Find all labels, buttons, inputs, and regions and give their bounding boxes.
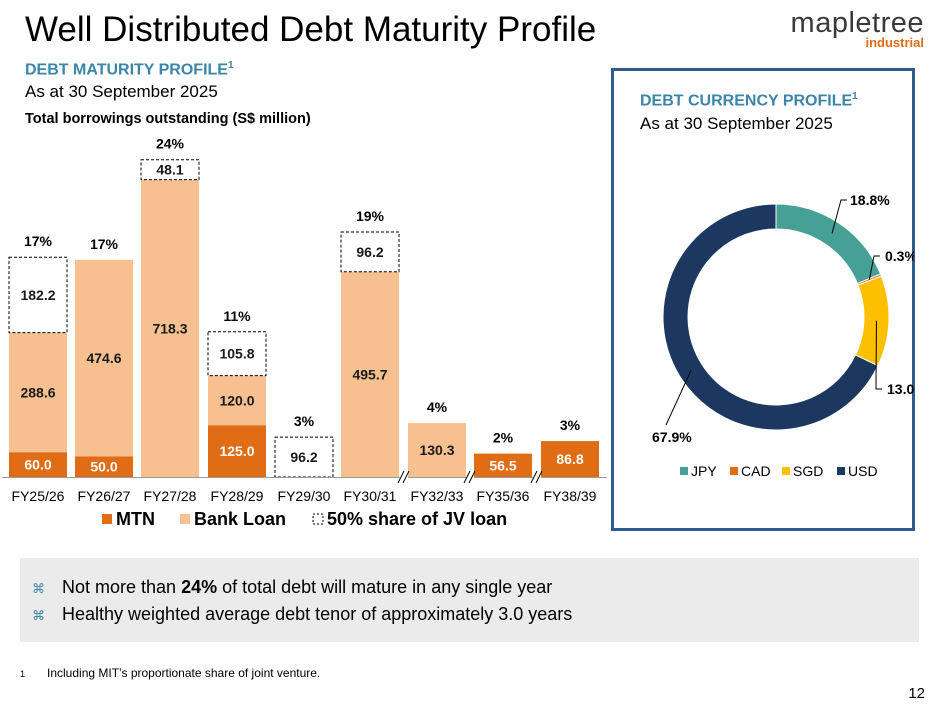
bar-value-label: 288.6 [20,384,55,400]
share-label: 2% [493,430,514,446]
category-label: FY25/26 [12,488,65,504]
bar-value-label: 48.1 [156,162,183,178]
share-label: 3% [560,417,581,433]
category-label: FY32/33 [411,488,464,504]
page-number: 12 [908,685,925,702]
debt-currency-heading: DEBT CURRENCY PROFILE1 [640,91,858,110]
bar-value-label: 60.0 [24,457,51,473]
bar-bank-loan-FY26-27 [75,259,133,457]
bar-50-share-of-jv-loan-FY25-26 [8,256,68,334]
share-label: 17% [24,233,53,249]
category-label: FY28/29 [211,488,264,504]
legend-label: CAD [741,463,771,479]
bar-50-share-of-jv-loan-FY29-30 [274,436,334,478]
bar-50-share-of-jv-loan-FY28-29 [207,331,267,377]
debt-currency-date: As at 30 September 2025 [640,114,833,133]
legend-label: JPY [691,463,717,479]
bar-bank-loan-FY28-29 [208,375,266,426]
bar-value-label: 86.8 [556,451,583,467]
logo-subtitle: industrial [865,35,924,50]
slice-value-label: 67.9% [652,429,692,445]
bar-bank-loan-FY27-28 [141,179,199,478]
bar-value-label: 105.8 [219,346,254,362]
donut-legend: JPY CAD SGD USD [680,463,878,479]
share-label: 11% [223,308,251,324]
share-label: 17% [90,236,119,252]
key-point-1: ⌘ Not more than 24% of total debt will ma… [32,577,553,597]
bar-value-label: 125.0 [219,443,254,459]
share-label: 24% [156,136,185,152]
bar-value-label: 96.2 [356,244,383,260]
bar-value-label: 495.7 [352,366,387,382]
debt-maturity-chart: 60.0 288.6 182.2 17% FY25/26 50.0 474.6 17% FY26… [2,136,607,529]
bar-value-label: 56.5 [489,457,516,473]
key-point-2: ⌘ Healthy weighted average debt tenor of … [32,604,573,624]
legend-swatch [180,514,190,524]
legend-swatch [782,467,790,475]
page-title: Well Distributed Debt Maturity Profile [25,10,597,49]
currency-profile-panel [611,68,915,531]
donut-slice-jpy [775,203,882,285]
axis-break-mark [530,470,543,484]
bar-50-share-of-jv-loan-FY30-31 [340,231,400,273]
leader-line [665,370,692,426]
donut-slice-usd [662,203,879,431]
category-label: FY35/36 [477,488,530,504]
legend-swatch [102,514,112,524]
share-label: 19% [356,208,385,224]
legend-label: MTN [116,509,155,529]
legend-label: SGD [793,463,823,479]
legend-label: Bank Loan [194,509,286,529]
bar-mtn-FY25-26 [9,452,67,477]
bar-mtn-FY35-36 [474,453,532,477]
leader-line [868,255,880,280]
footnote: 1 Including MIT’s proportionate share of … [20,666,321,680]
company-logo: mapletree industrial [791,8,924,50]
slice-value-label: 18.8% [850,192,890,208]
bar-mtn-FY38-39 [541,441,599,477]
legend-swatch [837,467,845,475]
bar-value-label: 120.0 [219,392,254,408]
donut-slice-sgd [854,275,890,367]
leader-line [831,199,847,234]
bar-bank-loan-FY25-26 [9,332,67,453]
bar-mtn-FY26-27 [75,456,133,477]
bar-value-label: 130.3 [419,442,454,458]
legend-label: 50% share of JV loan [327,509,507,529]
leader-line [875,320,882,390]
slice-value-label: 13.0% [887,381,914,397]
key-points-box: ⌘ Not more than 24% of total debt will ma… [20,558,919,642]
bar-value-label: 50.0 [90,459,117,475]
bullet-icon: ⌘ [32,608,45,623]
share-label: 3% [294,413,315,429]
bar-50-share-of-jv-loan-FY27-28 [140,159,200,181]
chart-legend: MTN Bank Loan 50% share of JV loan [102,509,507,529]
axis-break-mark [397,470,410,484]
bar-mtn-FY28-29 [208,425,266,477]
axis-break-mark [463,470,476,484]
bar-bank-loan-FY32-33 [408,423,466,477]
bar-bank-loan-FY30-31 [341,271,399,477]
bullet-icon: ⌘ [32,581,45,596]
bar-value-label: 474.6 [86,350,121,366]
legend-swatch [730,467,738,475]
legend-swatch [312,513,324,525]
bar-value-label: 718.3 [152,320,187,336]
share-label: 4% [427,399,448,415]
category-label: FY27/28 [144,488,197,504]
category-label: FY29/30 [278,488,331,504]
debt-currency-donut: 18.8% 0.3% 13.0% 67.9% JPY CAD SGD USD [652,192,914,479]
chart-subtitle: Total borrowings outstanding (S$ million… [25,111,311,127]
slice-value-label: 0.3% [885,248,914,264]
bar-value-label: 182.2 [20,287,55,303]
bar-value-label: 96.2 [290,449,317,465]
debt-maturity-date: As at 30 September 2025 [25,82,218,101]
logo-wordmark: mapletree [790,7,924,39]
category-label: FY38/39 [544,488,597,504]
debt-maturity-heading: DEBT MATURITY PROFILE1 [25,60,234,79]
category-label: FY30/31 [344,488,397,504]
category-label: FY26/27 [78,488,131,504]
legend-swatch [680,467,688,475]
legend-label: USD [848,463,878,479]
